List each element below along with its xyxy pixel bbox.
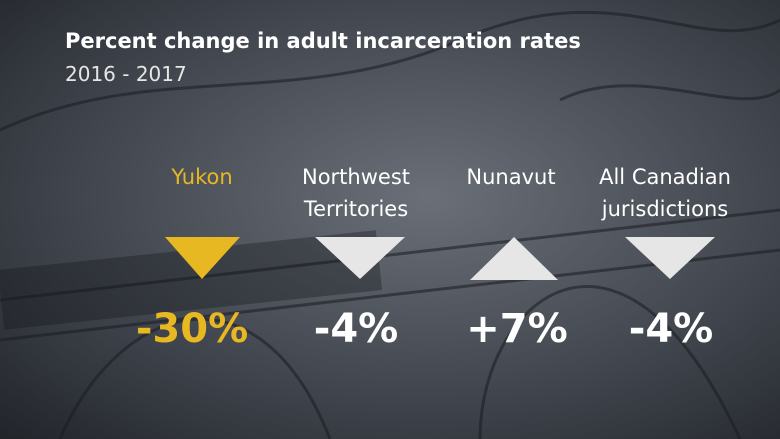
item-value: -30% [136,306,248,352]
item-value: +7% [466,306,567,352]
subtitle: 2016 - 2017 [65,62,187,86]
down-arrow [625,237,715,279]
item-label: Nunavut [466,165,555,189]
up-arrow [470,237,558,280]
item-label: Yukon [170,165,232,189]
item-label: All Canadian [599,165,731,189]
item-label: jurisdictions [601,197,728,221]
title: Percent change in adult incarceration ra… [65,29,581,53]
item-label: Northwest [302,165,410,189]
item-label: Territories [303,197,408,221]
item-value: -4% [314,306,399,352]
fence-beam [0,230,383,330]
down-arrow [165,237,240,279]
barbed-wire [0,10,780,439]
down-arrow [315,237,405,279]
item-value: -4% [629,306,714,352]
